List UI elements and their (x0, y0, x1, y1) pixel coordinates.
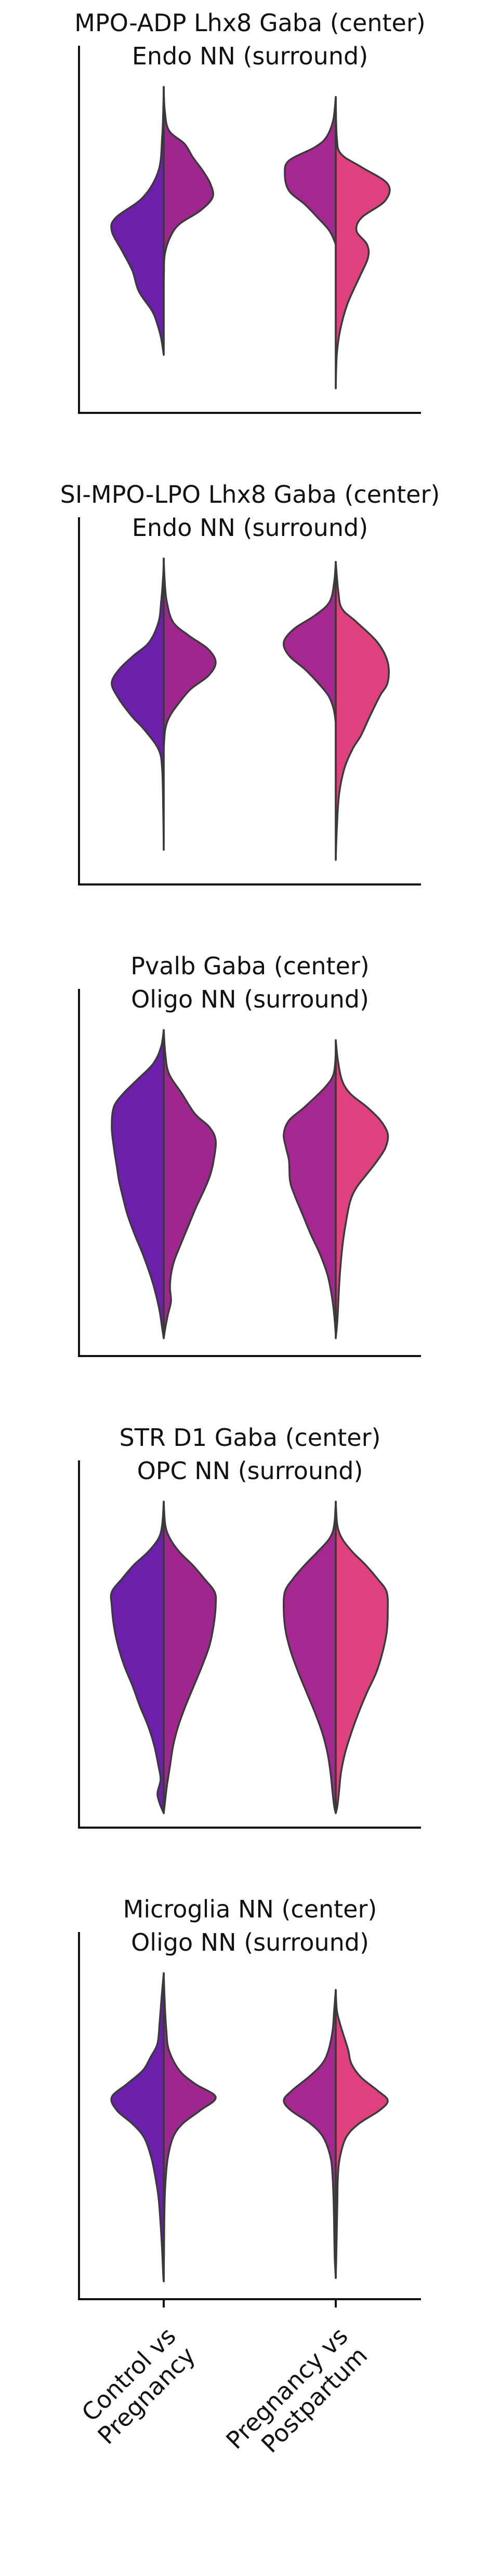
panel-title-line: Endo NN (surround) (132, 514, 368, 542)
x-tick-label: Control vsPregnancy (73, 2322, 201, 2450)
panel-title-line: Oligo NN (surround) (131, 985, 369, 1013)
violin-right-half (163, 86, 214, 289)
panel-title-line: SI-MPO-LPO Lhx8 Gaba (center) (60, 480, 440, 508)
x-tick-label: Pregnancy vsPostpartum (220, 2322, 373, 2474)
panel-title-line: STR D1 Gaba (center) (120, 1424, 381, 1452)
panel-title-line: Microglia NN (center) (123, 1895, 377, 1923)
panel-title-line: OPC NN (surround) (137, 1457, 363, 1485)
panel-5: Microglia NN (center) Oligo NN (surround)… (73, 1895, 421, 2474)
panel-3: Pvalb Gaba (center) Oligo NN (surround) (78, 952, 421, 1357)
panel-title-line: Endo NN (surround) (132, 42, 368, 70)
panel-2: SI-MPO-LPO Lhx8 Gaba (center) Endo NN (su… (60, 480, 440, 886)
panel-title-line: Oligo NN (surround) (131, 1928, 369, 1956)
panel-title-line: Pvalb Gaba (center) (130, 952, 369, 980)
violin-left-half (283, 1989, 337, 2279)
violin-left-half (110, 86, 165, 356)
panel-title-line: MPO-ADP Lhx8 Gaba (center) (74, 9, 425, 37)
violin-right-half (163, 1972, 217, 2283)
violin-left-half (111, 557, 165, 851)
violin-right-half (163, 557, 217, 750)
violin-right-half (335, 560, 390, 861)
violin-left-half (110, 1500, 165, 1814)
violin-right-half (335, 1500, 389, 1814)
violin-right-half (163, 1029, 217, 1339)
violin-left-half (282, 560, 337, 724)
violin-left-half (283, 1052, 337, 1336)
panel-1: MPO-ADP Lhx8 Gaba (center) Endo NN (surro… (74, 9, 426, 414)
violin-left-half (282, 1500, 337, 1814)
violin-left-half (111, 1029, 165, 1339)
violin-right-half (335, 96, 391, 390)
violin-left-half (284, 96, 337, 246)
violin-right-half (335, 1989, 389, 2279)
panel-4: STR D1 Gaba (center) OPC NN (surround) (78, 1424, 421, 1829)
violin-left-half (110, 1972, 165, 2283)
violin-right-half (163, 1500, 217, 1814)
violin-right-half (335, 1039, 389, 1339)
